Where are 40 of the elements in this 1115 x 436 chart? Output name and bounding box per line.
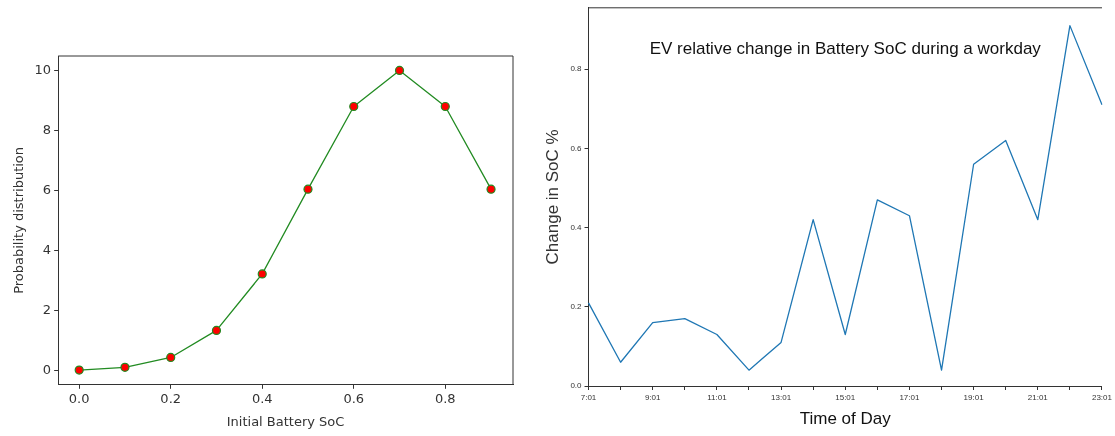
x-tick-label: 0.2 xyxy=(160,390,182,406)
x-tick-label: 0.8 xyxy=(434,390,456,406)
x-tick-label: 21:01 xyxy=(1027,393,1049,402)
y-axis-title: Change in SoC % xyxy=(542,129,562,265)
y-tick-label: 0.0 xyxy=(570,381,583,391)
y-tick-label: 2 xyxy=(42,302,52,318)
x-tick-label: 0.6 xyxy=(343,390,365,406)
point xyxy=(166,352,176,363)
x-tick-label: 9:01 xyxy=(644,393,662,402)
x-tick-label: 19:01 xyxy=(963,393,985,402)
y-tick-label: 0.2 xyxy=(570,302,583,311)
x-tick-label: 0.4 xyxy=(251,390,273,406)
point xyxy=(349,101,359,112)
x-tick-label: 7:01 xyxy=(580,393,597,402)
point xyxy=(440,101,450,112)
x-tick-label: 17:01 xyxy=(899,393,920,402)
point xyxy=(211,325,222,335)
y-tick-label: 8 xyxy=(42,121,52,137)
text: EV relative change in Battery SoC during a workday xyxy=(649,39,1042,59)
y-tick-label: 0.6 xyxy=(570,143,583,153)
y-tick-label: 4 xyxy=(42,242,52,258)
point xyxy=(74,365,84,375)
x-tick-label: 15:01 xyxy=(835,393,856,402)
y-tick-label: 6 xyxy=(42,182,52,198)
point xyxy=(257,269,267,279)
y-tick-label: 0 xyxy=(42,362,52,378)
x-axis-title: Time of Day xyxy=(799,409,892,429)
x-tick-label: 13:01 xyxy=(771,393,792,402)
x-tick-label: 23:01 xyxy=(1091,393,1113,402)
y-tick-label: 10 xyxy=(34,61,52,77)
y-tick-label: 0.4 xyxy=(570,222,583,232)
point xyxy=(486,184,496,194)
point xyxy=(394,65,405,76)
x-axis-title: Initial Battery SoC xyxy=(226,413,345,429)
y-axis-title: Probability distribution xyxy=(11,146,27,294)
x-tick-label: 11:01 xyxy=(707,393,728,402)
point xyxy=(120,362,130,372)
x-tick-label: 0.0 xyxy=(68,390,90,406)
point xyxy=(303,184,313,194)
y-tick-label: 0.8 xyxy=(570,64,583,74)
